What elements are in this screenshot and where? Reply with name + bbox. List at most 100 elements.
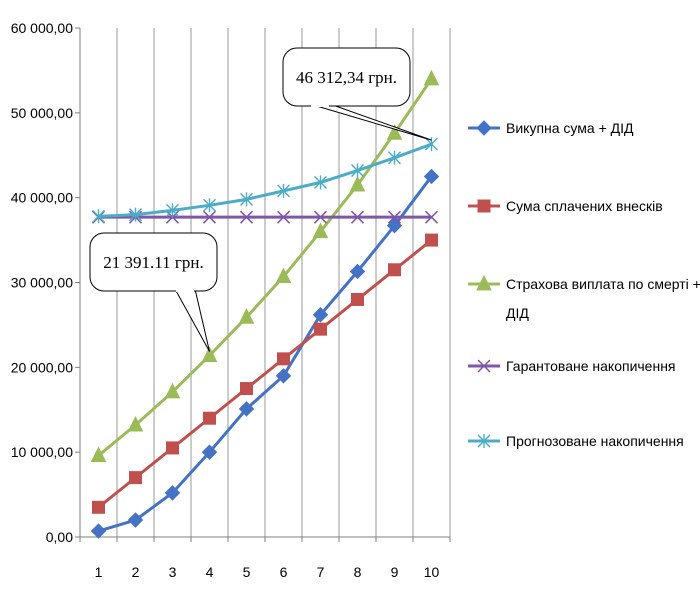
x-tick-label: 4 <box>206 564 214 580</box>
data-point <box>239 210 254 224</box>
data-point <box>312 222 329 239</box>
data-point <box>166 441 179 455</box>
data-point <box>349 263 366 280</box>
legend-marker <box>476 120 492 136</box>
series-3 <box>90 69 440 463</box>
callout-pointer <box>174 288 210 352</box>
data-point <box>203 411 216 425</box>
y-tick-label: 60 000,00 <box>11 20 73 36</box>
x-tick-label: 6 <box>280 564 288 580</box>
x-tick-label: 3 <box>169 564 177 580</box>
y-tick-label: 50 000,00 <box>11 105 73 121</box>
y-tick-label: 40 000,00 <box>11 190 73 206</box>
data-point <box>275 368 292 384</box>
data-point <box>275 267 292 284</box>
legend-marker <box>477 434 491 448</box>
callout-label: 21 391.11 грн. <box>103 253 203 272</box>
callout-annotation: 21 391.11 грн. <box>89 232 218 352</box>
x-tick-label: 8 <box>354 564 362 580</box>
data-point <box>92 500 105 514</box>
legend-label: Прогнозоване накопичення <box>506 433 684 449</box>
legend-marker <box>477 199 491 213</box>
series-line <box>97 78 433 457</box>
legend-label: Гарантоване накопичення <box>506 358 676 374</box>
x-tick-label: 10 <box>424 564 440 580</box>
y-tick-label: 30 000,00 <box>11 275 73 291</box>
marker-stroke <box>424 210 439 224</box>
data-point <box>314 322 327 336</box>
legend-item: Сума сплачених внесків <box>468 198 663 214</box>
data-point <box>201 346 218 363</box>
data-point <box>238 308 255 324</box>
y-tick-label: 10 000,00 <box>11 444 73 460</box>
legend-item: Викупна сума + ДІД <box>468 120 634 136</box>
series-5 <box>92 137 438 224</box>
data-point <box>240 192 253 207</box>
series-2 <box>92 233 438 514</box>
x-tick-label: 2 <box>132 564 140 580</box>
series-line <box>97 238 433 509</box>
legend-marker <box>476 274 492 291</box>
legend-label: Викупна сума + ДІД <box>506 120 634 136</box>
callout-annotation: 46 312,34 грн. <box>282 47 432 141</box>
data-point <box>351 163 364 178</box>
y-tick-label: 0,00 <box>46 529 73 545</box>
series-4 <box>91 210 439 224</box>
data-point <box>313 210 328 224</box>
marker-stroke <box>239 210 254 224</box>
data-point <box>388 263 401 277</box>
legend-label: Страхова виплата по смерті + ДІД <box>506 276 700 321</box>
data-point <box>423 168 440 185</box>
data-point <box>425 137 438 152</box>
data-point <box>312 307 329 323</box>
data-point <box>349 175 366 192</box>
data-point <box>276 210 291 224</box>
legend: Викупна сума + ДІД Сума сплачених внесків… <box>468 120 700 449</box>
callout-box <box>89 232 218 292</box>
data-point <box>201 444 218 460</box>
y-tick-label: 20 000,00 <box>11 359 73 375</box>
marker-stroke <box>387 210 402 224</box>
data-point <box>129 471 142 485</box>
x-tick-label: 7 <box>317 564 325 580</box>
data-point <box>386 124 403 140</box>
marker-stroke <box>276 210 291 224</box>
gridlines <box>79 28 451 537</box>
legend-label: Сума сплачених внесків <box>506 198 663 214</box>
data-point <box>240 382 253 396</box>
marker-stroke <box>350 210 365 224</box>
marker-stroke <box>202 210 217 224</box>
series-1 <box>90 168 440 539</box>
data-point <box>423 69 440 86</box>
data-point <box>90 523 107 539</box>
marker-stroke <box>477 359 491 373</box>
data-point <box>92 209 105 224</box>
callout-box <box>282 47 411 107</box>
callout-label: 46 312,34 грн. <box>296 68 397 87</box>
data-point <box>127 512 144 528</box>
data-point <box>238 401 255 417</box>
y-axis-ticks: 0,00 10 000,00 20 000,00 30 000,00 40 000,00… <box>11 20 80 545</box>
data-point <box>164 382 181 399</box>
data-point <box>424 210 439 224</box>
marker-stroke <box>313 210 328 224</box>
x-tick-label: 5 <box>243 564 251 580</box>
data-point <box>202 210 217 224</box>
legend-item: Прогнозоване накопичення <box>468 433 684 449</box>
legend-item: Гарантоване накопичення <box>468 358 676 374</box>
data-point <box>350 210 365 224</box>
x-axis-ticks: 1 2 3 4 5 6 7 8 9 10 <box>79 537 451 580</box>
series-line <box>98 175 433 533</box>
data-point <box>166 203 179 218</box>
x-tick-label: 1 <box>95 564 103 580</box>
data-point <box>387 210 402 224</box>
x-tick-label: 9 <box>391 564 399 580</box>
legend-marker <box>477 359 491 373</box>
data-point <box>90 446 107 463</box>
data-point <box>129 207 142 222</box>
data-point <box>351 292 364 306</box>
data-point <box>425 233 438 247</box>
data-point <box>203 198 216 213</box>
